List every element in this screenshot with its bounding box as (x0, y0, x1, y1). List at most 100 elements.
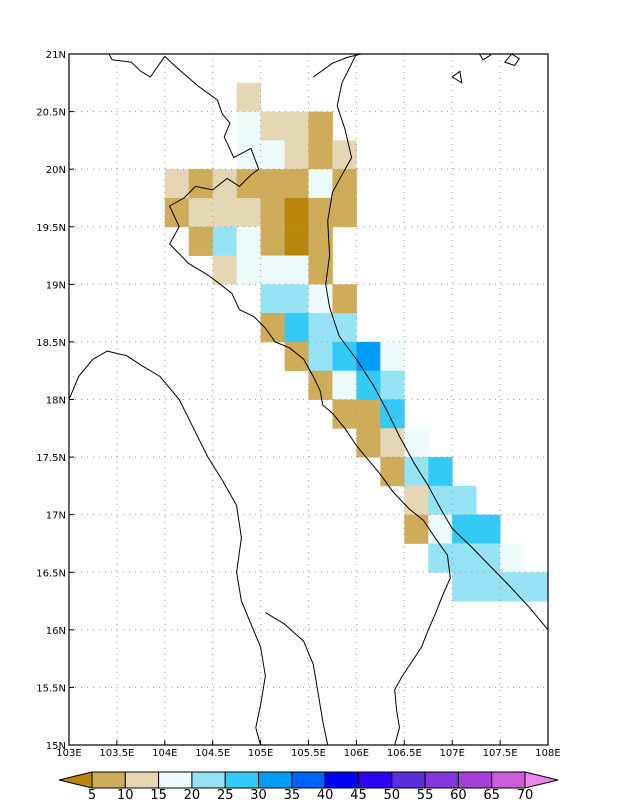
rainfall-cell (332, 140, 357, 170)
rainfall-cell (284, 111, 309, 141)
rainfall-cell (212, 255, 238, 285)
rainfall-cell (332, 399, 357, 429)
rainfall-cell (260, 197, 285, 228)
rainfall-cell (284, 140, 309, 170)
rainfall-cell (236, 82, 261, 112)
coastline-layer (69, 54, 548, 745)
colorbar-bin (524, 771, 559, 789)
x-tick-label: 105.5E (291, 748, 326, 759)
rainfall-cell (380, 341, 405, 372)
rainfall-cell (404, 428, 429, 458)
rainfall-cell (404, 514, 429, 544)
x-tick-label: 104E (152, 748, 177, 759)
colorbar-level-label: 35 (284, 788, 301, 800)
rainfall-cell (188, 226, 214, 256)
colorbar-bin (291, 771, 326, 789)
y-tick-label: 15N (46, 741, 66, 752)
y-tick-label: 18N (46, 396, 66, 407)
rainfall-cell (404, 457, 429, 487)
y-tick-label: 15.5N (36, 683, 66, 694)
y-tick-label: 19N (46, 280, 66, 291)
y-tick-label: 16N (46, 626, 66, 637)
colorbar-bin (224, 771, 260, 789)
colorbar-bin (124, 771, 160, 789)
axis-ticks-layer: 103E 103.5E 104E 104.5E 105E 105.5E 106E 106.5E… (36, 50, 560, 759)
colorbar-bin (324, 771, 359, 789)
x-tick-label: 105E (248, 748, 273, 759)
rainfall-cells-layer (164, 82, 549, 602)
rainfall-cell (404, 485, 429, 516)
rainfall-cell (284, 341, 309, 372)
rainfall-cell (428, 485, 453, 516)
y-tick-label: 21N (46, 50, 66, 61)
x-tick-label: 103E (56, 748, 81, 759)
rainfall-cell (476, 572, 501, 602)
colorbar-level-label: 50 (383, 788, 400, 800)
rainfall-cell (380, 457, 405, 487)
colorbar-level-label: 60 (450, 788, 467, 800)
colorbar-level-label: 15 (150, 788, 167, 800)
rainfall-cell (332, 169, 357, 199)
colorbar-bin (158, 771, 193, 789)
y-tick-label: 17N (46, 511, 66, 522)
rainfall-cell (260, 169, 285, 199)
y-tick-label: 20.5N (36, 108, 66, 119)
rainfall-cell (284, 169, 309, 199)
rainfall-cell (260, 284, 285, 314)
colorbar-bin (457, 771, 493, 789)
rainfall-cell (356, 428, 381, 458)
rainfall-cell (428, 457, 453, 487)
colorbar: 5 10 15 20 25 30 35 40 45 50 55 60 65 70 (58, 771, 559, 800)
coastline-border (325, 54, 548, 631)
colorbar-level-label: 55 (417, 788, 434, 800)
colorbar-bin (91, 771, 126, 789)
y-tick-label: 17.5N (36, 453, 66, 464)
rainfall-cell (380, 399, 405, 429)
rainfall-cell (428, 514, 453, 544)
rainfall-cell (500, 572, 525, 602)
rainfall-cell (236, 111, 261, 141)
x-tick-label: 108E (535, 748, 560, 759)
rainfall-cell (500, 543, 525, 573)
colorbar-bin (191, 771, 226, 789)
y-tick-label: 16.5N (36, 568, 66, 579)
rainfall-cell (308, 111, 333, 141)
rainfall-cell (380, 370, 405, 400)
island-outline (504, 54, 521, 67)
coastline-border (265, 612, 329, 745)
rainfall-cell (236, 197, 261, 228)
rainfall-cell (188, 197, 214, 228)
colorbar-level-label: 65 (483, 788, 500, 800)
rainfall-cell (308, 140, 333, 170)
rainfall-cell (260, 140, 285, 170)
rainfall-cell (260, 226, 285, 256)
rainfall-cell (284, 255, 309, 285)
rainfall-cell (356, 399, 381, 429)
colorbar-level-label: 40 (317, 788, 334, 800)
colorbar-bin (491, 771, 526, 789)
rainfall-cell (212, 197, 238, 228)
rainfall-cell (284, 226, 309, 256)
rainfall-cell (524, 572, 549, 602)
colorbar-bin (357, 771, 393, 789)
colorbar-level-label: 5 (88, 788, 96, 800)
rainfall-cell (308, 169, 333, 199)
rainfall-cell (452, 514, 477, 544)
rainfall-cell (236, 169, 261, 199)
colorbar-bin (391, 771, 426, 789)
rainfall-cell (332, 284, 357, 314)
rainfall-cell (332, 197, 357, 228)
rainfall-cell (356, 341, 381, 372)
rainfall-cell (260, 111, 285, 141)
rainfall-cell (212, 226, 238, 256)
rainfall-cell (476, 514, 501, 544)
rainfall-cell (452, 572, 477, 602)
colorbar-bin (424, 771, 459, 789)
rainfall-cell (284, 284, 309, 314)
x-tick-label: 103.5E (99, 748, 134, 759)
colorbar-level-label: 70 (517, 788, 534, 800)
rainfall-cell (164, 169, 190, 199)
rainfall-cell (236, 226, 261, 256)
rainfall-cell (236, 255, 261, 285)
